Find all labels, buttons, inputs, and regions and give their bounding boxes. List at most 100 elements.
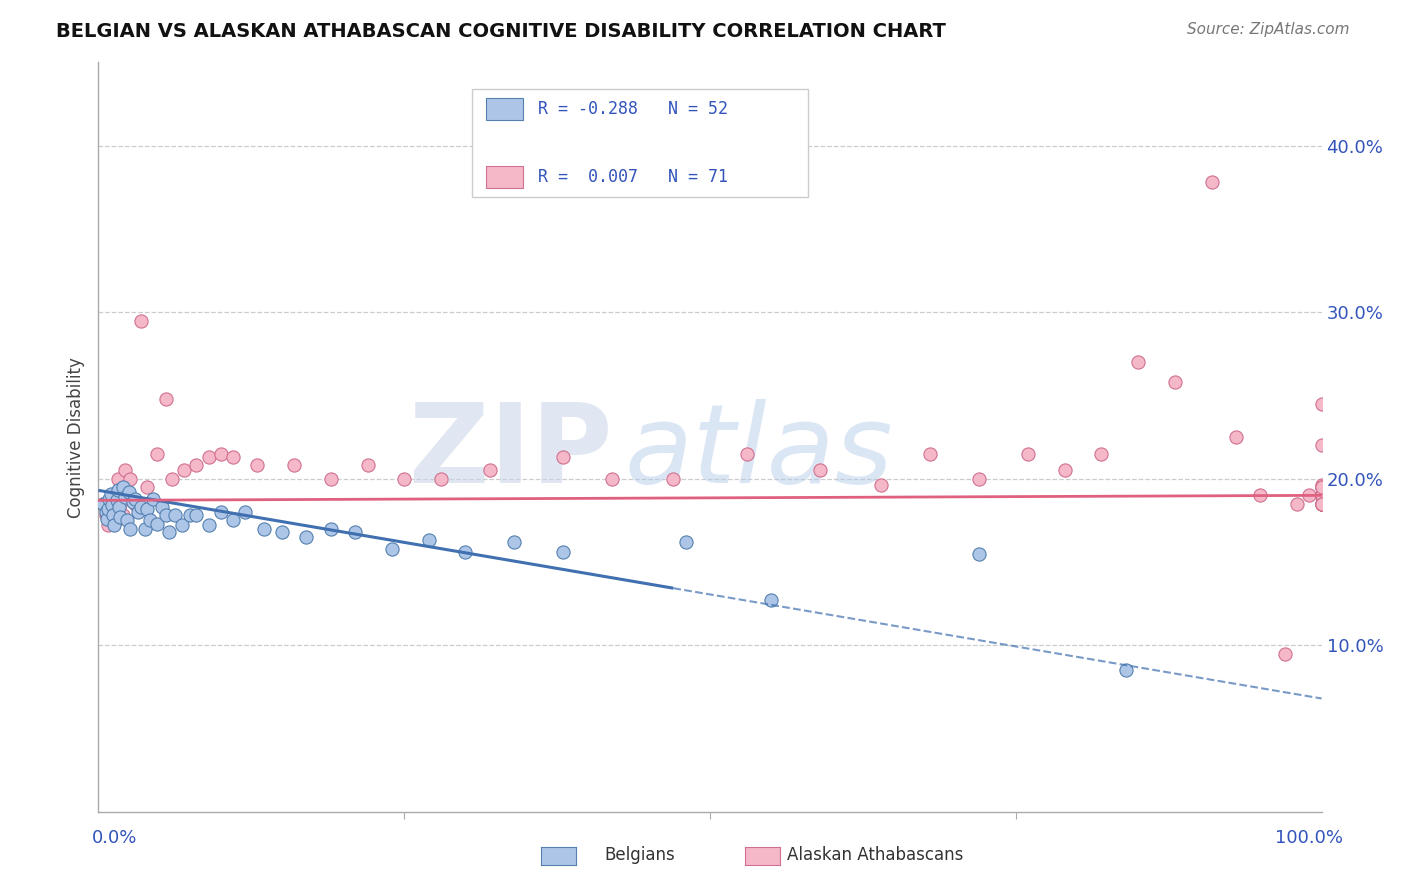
Point <box>1310 480 1333 494</box>
Point <box>1310 488 1333 502</box>
Point <box>233 505 256 519</box>
Point <box>139 513 162 527</box>
Text: 100.0%: 100.0% <box>1275 829 1343 847</box>
Point <box>1164 375 1187 389</box>
Point <box>270 524 294 539</box>
Point <box>1310 497 1333 511</box>
Point <box>165 508 187 523</box>
Point <box>173 463 195 477</box>
Point <box>1310 480 1333 494</box>
Point <box>197 518 219 533</box>
Point <box>1298 488 1320 502</box>
Point <box>98 491 121 506</box>
Point <box>1201 175 1223 189</box>
Text: Belgians: Belgians <box>605 846 675 863</box>
Point <box>430 472 453 486</box>
Point <box>197 450 219 464</box>
Point <box>101 508 124 523</box>
Point <box>114 463 136 477</box>
Point <box>110 510 132 524</box>
Point <box>344 524 367 539</box>
Point <box>1310 488 1333 502</box>
Text: R =  0.007   N = 71: R = 0.007 N = 71 <box>537 168 727 186</box>
Text: BELGIAN VS ALASKAN ATHABASCAN COGNITIVE DISABILITY CORRELATION CHART: BELGIAN VS ALASKAN ATHABASCAN COGNITIVE … <box>56 22 946 41</box>
Point <box>478 463 501 477</box>
Point <box>186 508 208 523</box>
Point <box>418 533 440 548</box>
Point <box>134 522 156 536</box>
Point <box>967 547 990 561</box>
Point <box>104 513 127 527</box>
Point <box>209 505 232 519</box>
Point <box>120 472 142 486</box>
Text: Alaskan Athabascans: Alaskan Athabascans <box>787 846 963 863</box>
Point <box>553 450 575 464</box>
Point <box>381 541 404 556</box>
Point <box>209 447 232 461</box>
Text: R = -0.288   N = 52: R = -0.288 N = 52 <box>537 100 727 118</box>
Point <box>222 450 245 464</box>
Point <box>1310 497 1333 511</box>
Point <box>870 478 893 492</box>
Point <box>283 458 305 473</box>
Point <box>108 500 131 514</box>
Point <box>1310 488 1333 502</box>
Point <box>146 516 169 531</box>
Point <box>142 491 165 506</box>
Point <box>246 458 269 473</box>
Point <box>94 505 117 519</box>
Point <box>107 472 129 486</box>
Point <box>222 513 245 527</box>
Point <box>91 497 114 511</box>
Point <box>120 522 142 536</box>
Text: 0.0%: 0.0% <box>91 829 136 847</box>
Point <box>1128 355 1150 369</box>
Point <box>319 472 342 486</box>
Point <box>97 501 120 516</box>
Point <box>100 486 122 500</box>
Point <box>155 392 177 406</box>
Point <box>127 505 149 519</box>
Point <box>662 472 685 486</box>
Point <box>124 491 146 506</box>
Point <box>136 480 159 494</box>
Point <box>118 485 141 500</box>
Point <box>1310 488 1333 502</box>
Point <box>111 508 134 523</box>
Text: atlas: atlas <box>624 399 893 506</box>
Point <box>101 499 124 513</box>
Point <box>97 518 120 533</box>
Point <box>91 497 114 511</box>
FancyBboxPatch shape <box>486 166 523 188</box>
Point <box>110 497 132 511</box>
Point <box>170 518 193 533</box>
Text: Source: ZipAtlas.com: Source: ZipAtlas.com <box>1187 22 1350 37</box>
Point <box>1310 438 1333 452</box>
Point <box>761 593 783 607</box>
Point <box>121 495 143 509</box>
Point <box>1310 488 1333 502</box>
Point <box>356 458 378 473</box>
Point <box>129 313 152 327</box>
Point <box>735 447 758 461</box>
Point <box>454 545 477 559</box>
Point <box>179 508 201 523</box>
Point <box>1310 497 1333 511</box>
Point <box>1115 663 1137 677</box>
Point <box>96 511 118 525</box>
Y-axis label: Cognitive Disability: Cognitive Disability <box>66 357 84 517</box>
Point <box>1249 488 1271 502</box>
Point <box>186 458 208 473</box>
Point <box>1310 480 1333 494</box>
Point <box>808 463 831 477</box>
Point <box>600 472 623 486</box>
Point <box>107 483 129 498</box>
Point <box>553 545 575 559</box>
Text: ZIP: ZIP <box>409 399 612 506</box>
Point <box>160 472 183 486</box>
Point <box>150 500 173 514</box>
Point <box>115 513 138 527</box>
Point <box>1310 480 1333 494</box>
Point <box>392 472 416 486</box>
Point <box>94 508 117 523</box>
